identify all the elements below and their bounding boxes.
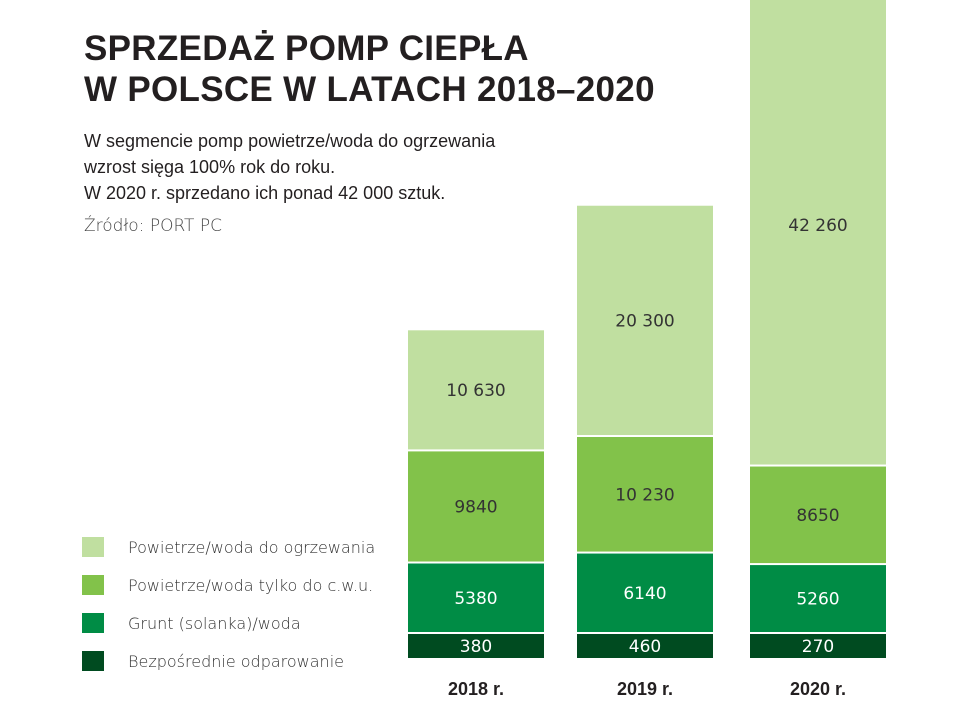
bar-segment: [577, 634, 713, 658]
chart-source: Źródło: PORT PC: [84, 216, 222, 236]
subtitle-line: W 2020 r. sprzedano ich ponad 42 000 szt…: [84, 183, 446, 203]
title-line: SPRZEDAŻ POMP CIEPŁA: [84, 29, 529, 68]
data-label: 5260: [796, 590, 839, 610]
data-label: 380: [460, 637, 492, 657]
category-label: 2018 r.: [448, 679, 504, 699]
data-label: 5380: [454, 589, 497, 609]
data-label: 6140: [623, 584, 666, 604]
bar-segment: [577, 553, 713, 632]
legend-item: Powietrze/woda do ogrzewania: [82, 528, 375, 566]
data-label: 8650: [796, 506, 839, 526]
category-label: 2020 r.: [790, 679, 846, 699]
legend-label: Grunt (solanka)/woda: [128, 613, 301, 633]
bar-segment: [577, 437, 713, 552]
bar-segment: [577, 205, 713, 436]
data-label: 10 230: [615, 485, 674, 505]
legend-label: Bezpośrednie odparowanie: [128, 651, 344, 671]
legend-label: Powietrze/woda do ogrzewania: [128, 537, 376, 557]
legend-swatch: [82, 651, 104, 671]
legend-swatch: [82, 537, 104, 557]
data-label: 42 260: [788, 216, 847, 236]
data-label: 9840: [454, 497, 497, 517]
legend-label: Powietrze/woda tylko do c.w.u.: [128, 575, 374, 595]
bar-segment: [408, 634, 544, 658]
bar-segment: [750, 466, 886, 564]
bar-segment: [408, 330, 544, 450]
title-line: W POLSCE W LATACH 2018–2020: [84, 70, 655, 109]
legend: Powietrze/woda do ogrzewania Powietrze/w…: [82, 528, 375, 680]
data-label: 20 300: [615, 311, 674, 331]
category-label: 2019 r.: [617, 679, 673, 699]
bar-segment: [408, 563, 544, 632]
data-label: 270: [802, 637, 834, 657]
bar-segment: [750, 0, 886, 465]
legend-swatch: [82, 613, 104, 633]
subtitle-line: W segmencie pomp powietrze/woda do ogrze…: [84, 131, 496, 151]
data-label: 10 630: [446, 381, 505, 401]
legend-swatch: [82, 575, 104, 595]
legend-item: Bezpośrednie odparowanie: [82, 642, 375, 680]
chart-title: SPRZEDAŻ POMP CIEPŁA W POLSCE W LATACH 2…: [84, 28, 655, 110]
bar-segment: [408, 451, 544, 562]
subtitle-line: wzrost sięga 100% rok do roku.: [84, 157, 336, 177]
bar-segment: [750, 565, 886, 632]
data-label: 460: [629, 637, 661, 657]
bar-segment: [750, 634, 886, 658]
chart-subtitle: W segmencie pomp powietrze/woda do ogrze…: [84, 128, 495, 206]
legend-item: Grunt (solanka)/woda: [82, 604, 375, 642]
legend-item: Powietrze/woda tylko do c.w.u.: [82, 566, 375, 604]
